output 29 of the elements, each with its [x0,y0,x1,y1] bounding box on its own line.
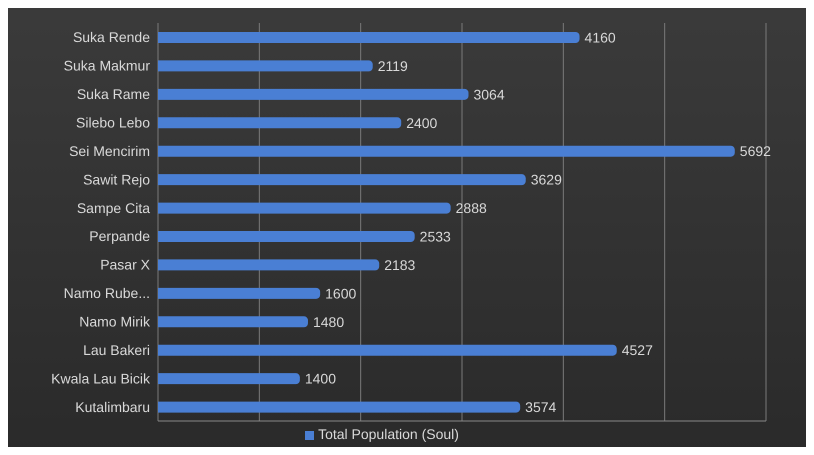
data-label: 5692 [740,143,772,160]
y-tick-label: Namo Mirik [79,313,151,330]
data-label: 4527 [622,342,654,358]
data-label: 3574 [525,399,557,416]
y-tick-label: Sampe Cita [76,200,150,216]
data-label: 2183 [384,256,416,273]
y-tick-label: Perpande [89,228,150,244]
y-tick-label: Suka Makmur [64,58,150,74]
data-label: 3629 [530,172,562,188]
y-tick-label: Lau Bakeri [83,342,150,358]
y-tick-label: Suka Rame [76,86,150,102]
data-label: 2119 [378,58,408,74]
data-label: 3064 [473,86,505,102]
data-label: 2888 [456,200,488,216]
legend-label: Total Population (Soul) [318,426,459,442]
data-label: 1400 [304,370,336,387]
y-tick-label: Pasar X [100,256,151,273]
y-tick-label: Suka Rende [72,29,150,46]
y-tick-label: Silebo Lebo [76,114,150,130]
data-label: 2533 [420,228,452,244]
data-label: 1480 [312,314,344,330]
y-tick-label: Kutalimbaru [75,398,150,415]
y-tick-label: Sawit Rejo [83,171,150,188]
y-tick-label: Kwala Lau Bicik [51,370,151,386]
data-label: 2400 [406,114,438,131]
data-label: 4160 [584,29,616,46]
data-label: 1600 [325,285,356,302]
y-tick-label: Namo Rube... [64,285,150,302]
y-tick-label: Sei Mencirim [69,142,150,159]
